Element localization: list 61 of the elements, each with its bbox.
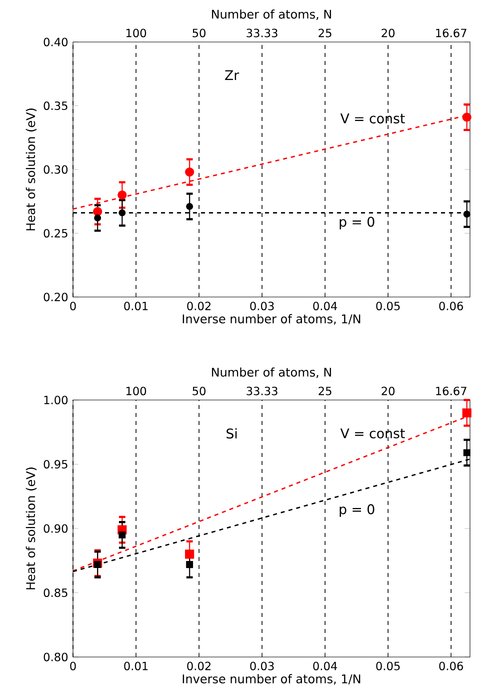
y-tick-label: 0.90 xyxy=(44,524,68,533)
y-tick-label: 0.25 xyxy=(44,228,68,238)
text: 20 xyxy=(382,386,395,396)
point xyxy=(186,203,194,210)
point xyxy=(185,550,194,559)
point xyxy=(118,531,126,538)
x-tick-label: 0.02 xyxy=(187,302,211,310)
x-tick-label: 0.05 xyxy=(376,302,400,310)
y-tick-label: 0.20 xyxy=(44,292,68,302)
x2-axis-title: Number of atoms, N xyxy=(212,367,331,378)
y-tick-label: 0.30 xyxy=(44,165,68,174)
text: 100 xyxy=(126,386,146,396)
x-axis-title: Inverse number of atoms, 1/N xyxy=(182,674,360,685)
x-tick-label: 0.06 xyxy=(439,302,463,310)
x-tick-label: 0.01 xyxy=(124,662,148,670)
point xyxy=(118,209,126,216)
text: 25 xyxy=(318,386,332,396)
y-tick-label: 0.95 xyxy=(44,460,68,469)
text: 20 xyxy=(382,28,395,38)
y-tick-label: 0.85 xyxy=(44,588,68,598)
x-tick-label: 0.03 xyxy=(250,662,274,670)
annotation: V = const xyxy=(340,428,405,438)
point xyxy=(463,210,470,218)
y-axis-title: Heat of solution (eV) xyxy=(26,468,37,590)
y-tick-label: 0.80 xyxy=(44,652,68,662)
point xyxy=(118,190,127,200)
text: 33.33 xyxy=(246,386,278,396)
text: 25 xyxy=(318,28,332,38)
x-tick-label: 0.02 xyxy=(187,662,211,670)
x-axis-title: Inverse number of atoms, 1/N xyxy=(182,314,360,325)
point xyxy=(185,168,194,177)
point xyxy=(186,561,194,568)
x-tick-label: 0 xyxy=(70,302,76,310)
text: 50 xyxy=(192,28,206,38)
point xyxy=(463,449,470,456)
y-tick-label: 1.00 xyxy=(44,396,68,404)
x-tick-label: 0.04 xyxy=(313,662,338,670)
text: 16.67 xyxy=(436,386,466,396)
point xyxy=(462,408,472,418)
text: 50 xyxy=(192,386,206,396)
x-tick-label: 0.01 xyxy=(124,302,148,310)
annotation: Zr xyxy=(225,70,240,80)
x-tick-label: 0 xyxy=(70,662,76,670)
y-axis-title: Heat of solution (eV) xyxy=(26,108,37,230)
x-tick-label: 0.03 xyxy=(250,302,274,310)
text: 100 xyxy=(126,28,146,38)
y-tick-label: 0.35 xyxy=(44,101,68,110)
annotation: p = 0 xyxy=(340,216,374,230)
x-tick-label: 0.05 xyxy=(376,662,400,670)
annotation: p = 0 xyxy=(340,504,374,517)
x-tick-label: 0.06 xyxy=(439,662,463,670)
point xyxy=(94,561,102,568)
y-tick-label: 0.40 xyxy=(44,38,68,46)
text: 16.67 xyxy=(436,28,466,38)
annotation: Si xyxy=(226,428,237,439)
x-tick-label: 0.04 xyxy=(313,302,338,310)
point xyxy=(94,214,102,222)
x2-axis-title: Number of atoms, N xyxy=(212,9,331,20)
text: 33.33 xyxy=(246,28,278,38)
annotation: V = const xyxy=(340,114,405,124)
point xyxy=(462,112,472,122)
